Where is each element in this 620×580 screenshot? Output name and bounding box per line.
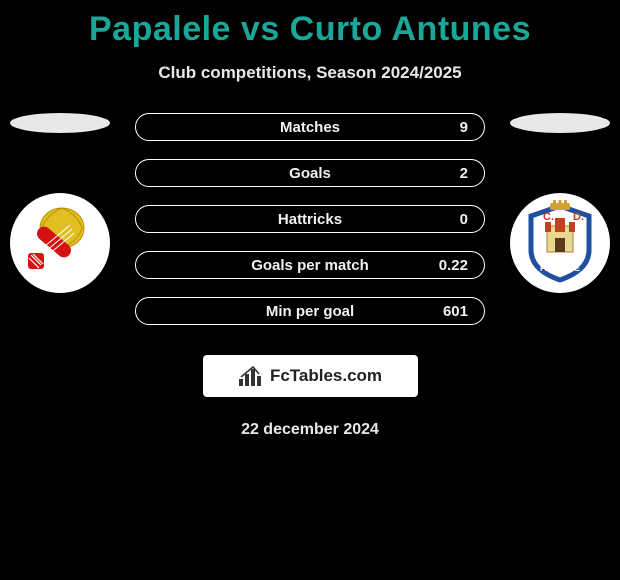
leixoes-badge-icon: [20, 203, 100, 283]
svg-text:D.: D.: [573, 211, 584, 223]
stat-row: Goals per match 0.22: [135, 251, 485, 279]
date-label: 22 december 2024: [0, 421, 620, 439]
site-logo: FcTables.com: [203, 355, 418, 397]
stat-value: 0: [418, 211, 468, 228]
stat-label: Matches: [152, 119, 418, 136]
stat-row: Min per goal 601: [135, 297, 485, 325]
player-right-silhouette: [510, 113, 610, 133]
club-badge-right: FEIRENSE C. D.: [510, 193, 610, 293]
stat-row: Hattricks 0: [135, 205, 485, 233]
stat-row: Matches 9: [135, 113, 485, 141]
stat-value: 601: [418, 303, 468, 320]
page-title: Papalele vs Curto Antunes: [0, 0, 620, 49]
stat-label: Hattricks: [152, 211, 418, 228]
player-left-column: [10, 113, 110, 293]
stat-label: Min per goal: [152, 303, 418, 320]
bars-icon: [238, 365, 264, 387]
svg-text:FEIRENSE: FEIRENSE: [540, 264, 581, 273]
stat-value: 2: [418, 165, 468, 182]
stat-label: Goals per match: [152, 257, 418, 274]
stat-value: 0.22: [418, 257, 468, 274]
subtitle: Club competitions, Season 2024/2025: [0, 63, 620, 83]
stat-value: 9: [418, 119, 468, 136]
feirense-badge-icon: FEIRENSE C. D.: [517, 200, 603, 286]
site-logo-text: FcTables.com: [270, 366, 382, 386]
svg-text:C.: C.: [543, 211, 554, 223]
stats-table: Matches 9 Goals 2 Hattricks 0 Goals per …: [135, 113, 485, 325]
player-left-silhouette: [10, 113, 110, 133]
club-badge-left: [10, 193, 110, 293]
main-content: FEIRENSE C. D. Matches 9 Goals 2: [0, 113, 620, 439]
stat-label: Goals: [152, 165, 418, 182]
stat-row: Goals 2: [135, 159, 485, 187]
player-right-column: FEIRENSE C. D.: [510, 113, 610, 293]
